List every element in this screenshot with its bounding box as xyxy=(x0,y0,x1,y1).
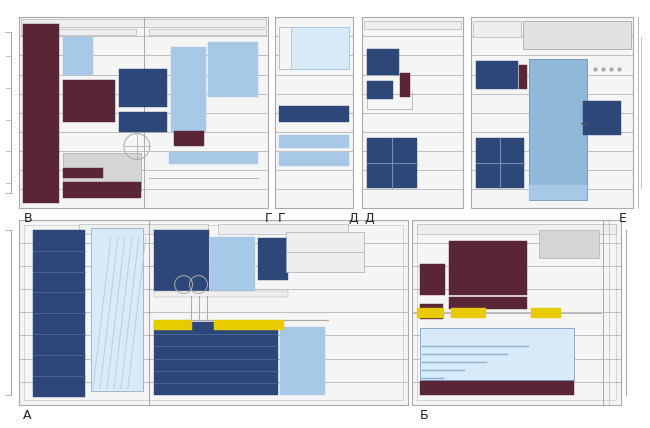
Text: Г: Г xyxy=(278,212,286,225)
Bar xyxy=(529,59,587,200)
Bar xyxy=(24,225,402,400)
Bar xyxy=(23,24,59,203)
Bar xyxy=(471,17,632,208)
Bar xyxy=(519,65,527,89)
Bar xyxy=(400,73,410,97)
Bar xyxy=(119,69,166,107)
Bar xyxy=(63,182,141,198)
Bar xyxy=(367,49,398,75)
Bar xyxy=(209,42,258,97)
Bar xyxy=(449,241,527,295)
Text: Е: Е xyxy=(619,212,627,225)
Bar xyxy=(417,224,616,234)
Bar xyxy=(154,230,209,291)
Bar xyxy=(417,225,616,400)
Bar xyxy=(539,230,599,258)
Bar xyxy=(33,230,85,397)
Bar xyxy=(583,101,621,134)
Bar xyxy=(476,61,518,89)
Bar xyxy=(171,47,205,131)
Bar xyxy=(63,168,103,178)
Bar xyxy=(420,328,574,380)
Bar xyxy=(364,21,462,29)
Bar xyxy=(20,17,268,208)
Bar xyxy=(91,228,143,391)
Bar xyxy=(87,191,115,196)
Bar xyxy=(367,81,393,99)
Bar xyxy=(367,139,417,188)
Text: В: В xyxy=(23,212,32,225)
Bar xyxy=(20,220,408,405)
Bar xyxy=(280,27,349,69)
Text: Д: Д xyxy=(348,212,358,225)
Bar xyxy=(21,19,266,27)
Bar xyxy=(63,80,115,122)
Bar xyxy=(473,21,521,37)
Bar xyxy=(218,224,348,234)
Bar xyxy=(149,29,266,35)
Bar xyxy=(280,27,291,69)
Bar xyxy=(449,297,527,309)
Bar xyxy=(63,153,141,191)
Bar xyxy=(531,309,561,318)
Bar xyxy=(168,152,258,164)
Bar xyxy=(280,106,349,122)
Bar xyxy=(420,264,445,295)
Bar xyxy=(452,309,486,318)
Bar xyxy=(420,381,574,395)
Bar xyxy=(286,232,364,272)
Bar xyxy=(211,237,255,291)
Text: А: А xyxy=(23,409,32,422)
Bar xyxy=(119,112,166,131)
Bar xyxy=(280,327,325,395)
Text: Д: Д xyxy=(365,212,374,225)
Bar xyxy=(258,238,288,279)
Bar xyxy=(214,320,284,330)
Bar xyxy=(529,185,587,200)
Bar xyxy=(417,309,445,318)
Bar xyxy=(21,29,136,35)
Text: Г: Г xyxy=(265,212,272,225)
Bar xyxy=(154,320,192,330)
Bar xyxy=(362,17,463,208)
Bar xyxy=(154,322,278,395)
Bar xyxy=(63,37,93,75)
Bar xyxy=(275,17,353,208)
Bar xyxy=(523,21,630,49)
Text: Б: Б xyxy=(420,409,428,422)
Bar xyxy=(476,139,524,188)
Bar xyxy=(420,304,443,319)
Bar xyxy=(411,220,621,405)
Bar xyxy=(280,152,349,166)
Bar xyxy=(79,224,209,234)
Bar xyxy=(280,134,349,149)
Bar xyxy=(174,131,203,146)
Bar xyxy=(154,291,288,297)
